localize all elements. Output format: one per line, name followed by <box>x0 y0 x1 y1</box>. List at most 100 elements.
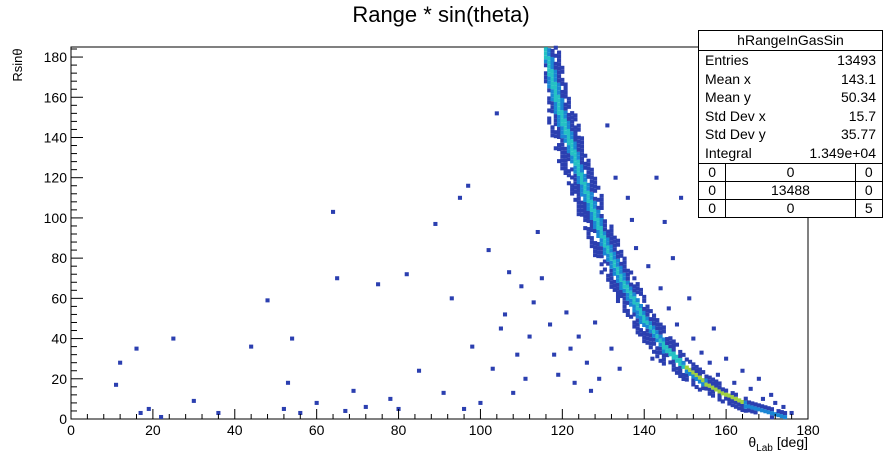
histogram-cell <box>606 273 611 278</box>
histogram-cell <box>615 282 621 287</box>
histogram-cell <box>570 167 575 172</box>
histogram-cell <box>579 172 585 177</box>
histogram-cell <box>596 209 601 214</box>
y-axis-label: Rsinθ <box>10 48 25 81</box>
histogram-cell <box>576 200 581 205</box>
histogram-cell <box>599 250 604 255</box>
histogram-cell <box>670 256 675 261</box>
histogram-cell <box>622 256 627 261</box>
histogram-cell <box>579 152 585 157</box>
histogram-cell <box>678 374 683 379</box>
histogram-cell <box>566 112 571 117</box>
histogram-cell <box>553 65 558 70</box>
histogram-cell <box>597 376 602 381</box>
histogram-cell <box>606 257 611 262</box>
histogram-cell <box>560 154 565 159</box>
histogram-cell <box>668 352 673 357</box>
histogram-cell <box>548 322 553 327</box>
stats-row: Entries 13493 <box>699 51 882 70</box>
histogram-cell <box>553 134 558 139</box>
histogram-cell <box>674 322 680 327</box>
histogram-cell <box>573 165 578 170</box>
histogram-cell <box>602 259 607 264</box>
histogram-cell <box>635 314 640 319</box>
stats-rows: Entries 13493 Mean x 143.1 Mean y 50.34 Std De… <box>699 51 882 163</box>
histogram-cell <box>609 224 614 229</box>
histogram-cell <box>573 169 578 174</box>
histogram-cell <box>704 386 709 391</box>
histogram-cell <box>674 370 680 375</box>
histogram-cell <box>615 274 621 279</box>
histogram-cell <box>593 208 598 213</box>
histogram-cell <box>650 356 655 361</box>
histogram-cell <box>547 80 552 85</box>
histogram-cell <box>573 149 578 154</box>
histogram-cell <box>557 122 562 127</box>
x-tick-label: 0 <box>67 422 75 438</box>
histogram-cell <box>678 365 683 371</box>
histogram-cell <box>714 383 719 388</box>
histogram-cell <box>730 403 735 408</box>
histogram-cell <box>648 345 653 350</box>
histogram-cell <box>717 385 722 390</box>
histogram-cell <box>638 316 643 321</box>
histogram-cell <box>560 101 565 107</box>
histogram-cell <box>586 158 591 163</box>
histogram-cell <box>681 372 686 377</box>
histogram-cell <box>642 310 647 315</box>
histogram-cell <box>599 218 604 223</box>
histogram-cell <box>596 217 601 222</box>
histogram-cell <box>596 185 601 190</box>
histogram-cell <box>557 143 562 148</box>
histogram-cell <box>701 378 706 383</box>
x-tick-label: 160 <box>714 422 738 438</box>
histogram-cell <box>576 123 581 128</box>
histogram-cell <box>655 322 660 327</box>
histogram-cell <box>576 155 581 160</box>
histogram-cell <box>665 353 670 358</box>
histogram-cell <box>645 340 650 345</box>
histogram-cell <box>576 212 581 217</box>
histogram-cell <box>635 302 640 307</box>
histogram-cell <box>576 179 581 184</box>
histogram-cell <box>583 185 588 190</box>
histogram-cell <box>750 405 755 410</box>
histogram-cell <box>599 197 604 202</box>
histogram-cell <box>563 110 568 115</box>
histogram-cell <box>478 400 483 405</box>
histogram-cell <box>539 276 544 281</box>
histogram-cell <box>704 374 709 379</box>
histogram-cell <box>566 169 571 174</box>
histogram-cell <box>556 372 561 377</box>
histogram-cell <box>710 377 716 382</box>
histogram-cell <box>740 407 745 413</box>
histogram-cell <box>632 300 637 305</box>
histogram-cell <box>583 161 588 166</box>
histogram-cell <box>576 127 581 132</box>
histogram-cell <box>560 114 565 119</box>
histogram-cell <box>560 150 565 155</box>
histogram-cell <box>733 396 738 401</box>
histogram-cell <box>486 248 491 253</box>
histogram-cell <box>684 377 689 382</box>
histogram-cell <box>596 250 601 255</box>
histogram-cell <box>570 147 575 152</box>
histogram-cell <box>776 409 781 414</box>
histogram-cell <box>652 337 657 342</box>
histogram-cell <box>629 314 634 319</box>
histogram-cell <box>658 350 663 355</box>
histogram-cell <box>619 273 624 278</box>
histogram-cell <box>553 93 558 98</box>
histogram-cell <box>615 299 621 304</box>
histogram-cell <box>547 64 552 69</box>
histogram-cell <box>560 106 565 111</box>
histogram-cell <box>674 354 680 359</box>
histogram-cell <box>743 396 748 401</box>
histogram-cell <box>648 333 653 338</box>
histogram-cell <box>599 254 604 259</box>
histogram-cell <box>635 322 640 327</box>
histogram-cell <box>586 219 591 224</box>
histogram-cell <box>648 321 653 326</box>
histogram-cell <box>583 181 588 186</box>
